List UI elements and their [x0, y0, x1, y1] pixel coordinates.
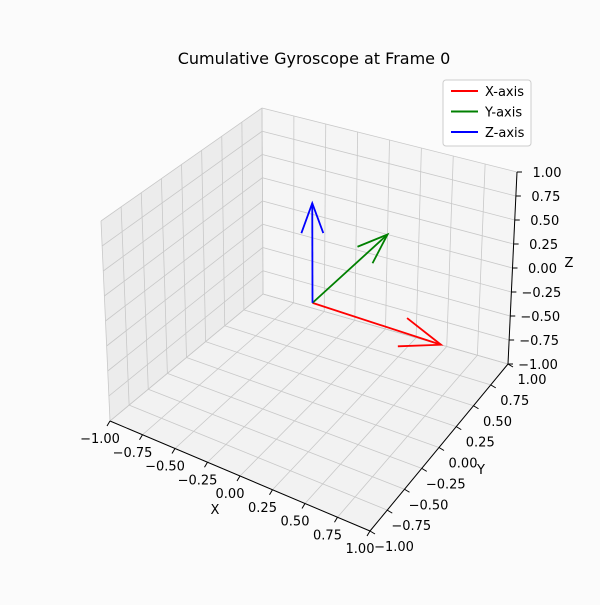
x-tick-label: 0.00: [216, 487, 245, 502]
z-tick-label: −1.00: [518, 358, 558, 373]
z-tick-label: 0.50: [530, 214, 559, 229]
x-tick-label: −0.50: [145, 460, 185, 475]
y-tick-label: 0.50: [483, 415, 512, 430]
legend-label: Z-axis: [485, 126, 525, 141]
x-tick-label: 0.25: [248, 501, 277, 516]
x-tick-label: −1.00: [80, 432, 120, 447]
y-tick: [370, 531, 375, 534]
x-tick: [107, 421, 110, 426]
y-tick: [456, 427, 461, 430]
x-axis-label: X: [211, 503, 220, 518]
y-tick: [474, 406, 479, 409]
z-tick-label: −0.50: [520, 310, 560, 325]
x-tick-label: 0.50: [281, 515, 310, 530]
z-tick-label: −0.75: [519, 334, 559, 349]
legend-label: Y-axis: [484, 106, 522, 121]
legend: X-axis Y-axis Z-axis: [443, 80, 531, 146]
z-tick-label: 0.00: [528, 262, 557, 277]
x-tick-label: 0.75: [313, 528, 342, 543]
z-tick-label: 1.00: [533, 166, 562, 181]
y-tick: [439, 448, 444, 451]
y-tick-label: 0.75: [500, 394, 529, 409]
x-tick-label: −0.25: [178, 473, 218, 488]
chart-title: Cumulative Gyroscope at Frame 0: [178, 49, 451, 68]
x-tick-label: −0.75: [113, 446, 153, 461]
x-tick: [335, 517, 338, 522]
x-tick-label: 1.00: [346, 542, 375, 557]
x-tick: [140, 435, 143, 440]
y-tick-label: −0.75: [391, 519, 431, 534]
y-tick: [491, 385, 496, 388]
y-tick: [387, 510, 392, 513]
y-tick-label: 1.00: [518, 373, 547, 388]
y-tick-label: 0.00: [449, 457, 478, 472]
z-tick-label: 0.25: [529, 238, 558, 253]
x-tick: [237, 476, 240, 481]
x-tick: [302, 504, 305, 509]
y-tick-label: 0.25: [466, 436, 495, 451]
x-tick: [172, 449, 175, 454]
z-tick-label: −0.25: [521, 286, 561, 301]
x-tick: [367, 531, 370, 536]
y-tick-label: −0.50: [409, 498, 449, 513]
legend-label: X-axis: [485, 85, 524, 100]
y-tick-label: −1.00: [374, 540, 414, 555]
y-tick-label: −0.25: [426, 477, 466, 492]
y-tick: [422, 468, 427, 471]
y-axis-label: Y: [476, 463, 485, 478]
x-tick: [205, 462, 208, 467]
x-tick: [270, 490, 273, 495]
z-tick-label: 0.75: [531, 190, 560, 205]
y-tick: [405, 489, 410, 492]
z-axis-label: Z: [565, 256, 574, 271]
